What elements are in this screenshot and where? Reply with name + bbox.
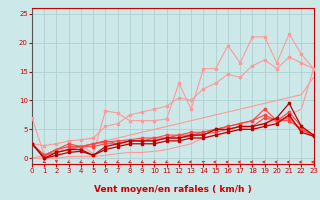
X-axis label: Vent moyen/en rafales ( km/h ): Vent moyen/en rafales ( km/h )	[94, 185, 252, 194]
